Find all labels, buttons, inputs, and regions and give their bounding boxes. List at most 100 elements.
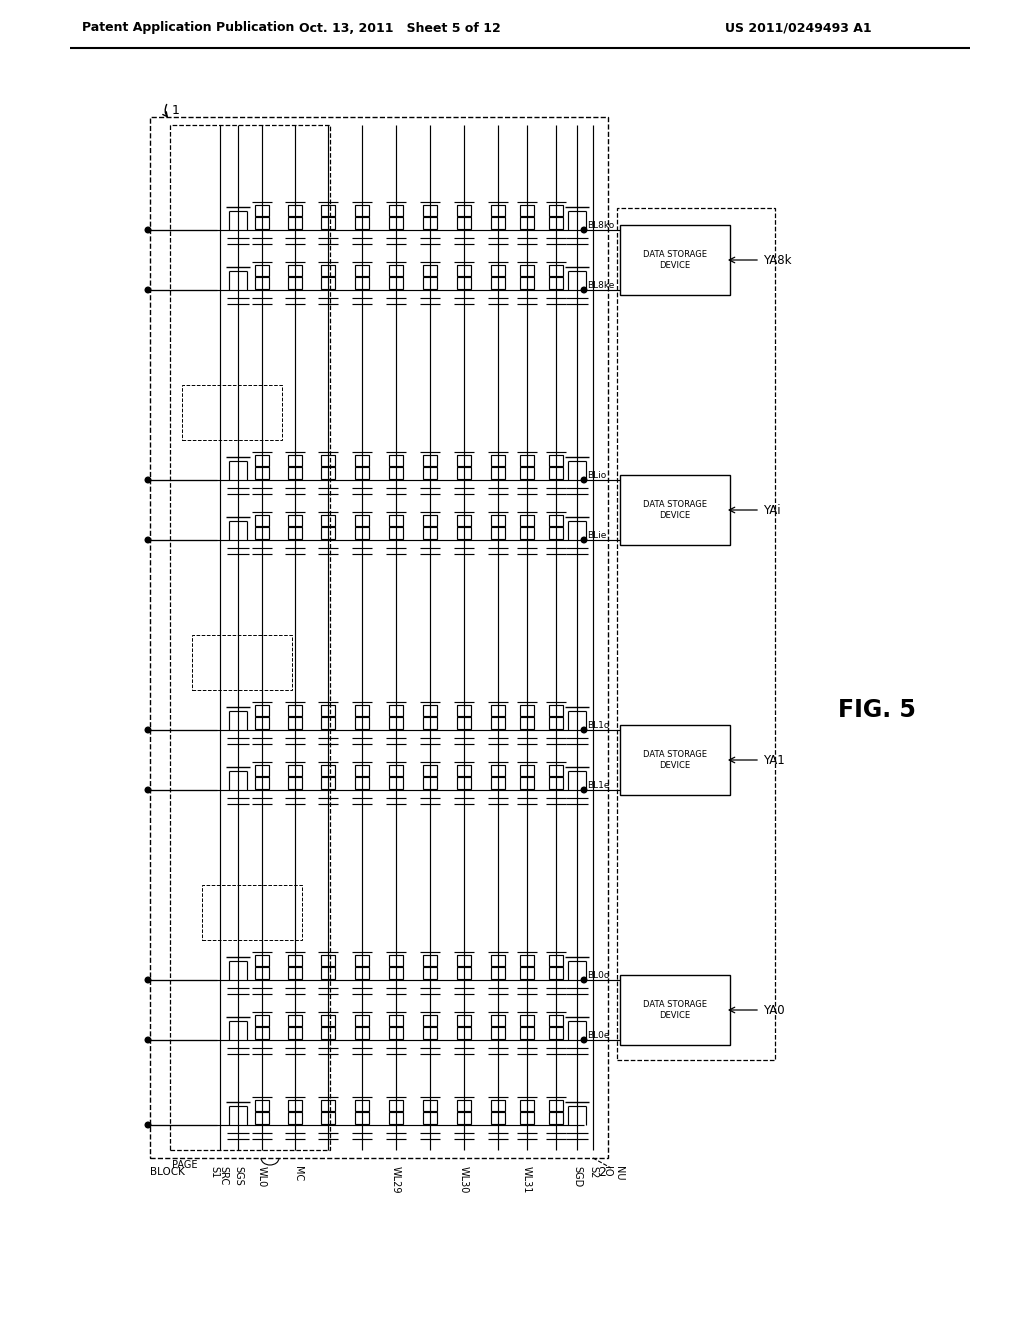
Bar [355, 954, 369, 966]
Bar [150, 117, 608, 1158]
Bar [355, 705, 369, 715]
Bar [321, 515, 335, 525]
Bar [255, 717, 269, 729]
Bar [457, 705, 471, 715]
Bar [490, 265, 505, 276]
Bar [520, 455, 534, 466]
Bar [389, 766, 403, 776]
Bar [549, 455, 563, 466]
Bar [423, 1111, 437, 1125]
Bar [193, 635, 292, 690]
Bar [549, 205, 563, 216]
Bar [355, 717, 369, 729]
Bar [457, 515, 471, 525]
Bar [355, 265, 369, 276]
Bar [457, 954, 471, 966]
Bar [620, 725, 730, 795]
Bar [255, 527, 269, 539]
Bar [288, 277, 302, 289]
Text: YAi: YAi [763, 503, 780, 516]
Bar [457, 1027, 471, 1039]
Bar [288, 205, 302, 216]
Bar [389, 265, 403, 276]
Bar [490, 717, 505, 729]
Bar [490, 205, 505, 216]
Bar [321, 1027, 335, 1039]
Bar [288, 265, 302, 276]
Bar [255, 705, 269, 715]
Bar [423, 1015, 437, 1026]
Text: PAGE: PAGE [172, 1160, 198, 1170]
Bar [321, 1100, 335, 1111]
Bar [288, 1111, 302, 1125]
Bar [182, 385, 282, 440]
Bar [457, 216, 471, 228]
Bar [321, 265, 335, 276]
Bar [490, 527, 505, 539]
Bar [490, 1015, 505, 1026]
Bar [355, 467, 369, 479]
Text: WL30: WL30 [459, 1166, 469, 1193]
Bar [389, 515, 403, 525]
Bar [389, 467, 403, 479]
Text: Oct. 13, 2011   Sheet 5 of 12: Oct. 13, 2011 Sheet 5 of 12 [299, 21, 501, 34]
Text: BL8ke: BL8ke [587, 281, 614, 290]
Bar [389, 968, 403, 979]
Bar [389, 527, 403, 539]
Text: SGS: SGS [233, 1166, 243, 1185]
Bar [355, 515, 369, 525]
Circle shape [145, 478, 151, 483]
Bar [520, 265, 534, 276]
Bar [355, 968, 369, 979]
Bar [620, 224, 730, 294]
Text: BL0o: BL0o [587, 972, 609, 981]
Bar [321, 954, 335, 966]
Bar [423, 705, 437, 715]
Bar [549, 216, 563, 228]
Bar [389, 1111, 403, 1125]
Bar [520, 1111, 534, 1125]
Text: DATA STORAGE
DEVICE: DATA STORAGE DEVICE [643, 251, 707, 269]
Bar [255, 467, 269, 479]
Bar [255, 777, 269, 789]
Bar [288, 717, 302, 729]
Bar [490, 954, 505, 966]
Bar [490, 1027, 505, 1039]
Bar [490, 216, 505, 228]
Text: WL29: WL29 [391, 1166, 401, 1193]
Bar [389, 216, 403, 228]
Bar [457, 717, 471, 729]
Bar [520, 467, 534, 479]
Bar [255, 1100, 269, 1111]
Text: BLio: BLio [587, 471, 606, 480]
Bar [520, 1100, 534, 1111]
Bar [549, 766, 563, 776]
Text: BL0e: BL0e [587, 1031, 609, 1040]
Text: YA1: YA1 [763, 754, 784, 767]
Bar [549, 467, 563, 479]
Bar [457, 766, 471, 776]
Text: 1: 1 [172, 103, 180, 116]
Bar [457, 1100, 471, 1111]
Bar [321, 455, 335, 466]
Circle shape [582, 478, 587, 483]
Bar [490, 1111, 505, 1125]
Bar [490, 766, 505, 776]
Bar [288, 1100, 302, 1111]
Bar [355, 1111, 369, 1125]
Bar [255, 1027, 269, 1039]
Bar [490, 777, 505, 789]
Bar [255, 277, 269, 289]
Bar [549, 265, 563, 276]
Bar [355, 1100, 369, 1111]
Circle shape [145, 1038, 151, 1043]
Text: BL1o: BL1o [587, 722, 609, 730]
Text: US 2011/0249493 A1: US 2011/0249493 A1 [725, 21, 871, 34]
Bar [389, 277, 403, 289]
Bar [389, 717, 403, 729]
Bar [457, 1111, 471, 1125]
Bar [355, 205, 369, 216]
Bar [423, 277, 437, 289]
Text: DATA STORAGE
DEVICE: DATA STORAGE DEVICE [643, 750, 707, 770]
Bar [288, 455, 302, 466]
